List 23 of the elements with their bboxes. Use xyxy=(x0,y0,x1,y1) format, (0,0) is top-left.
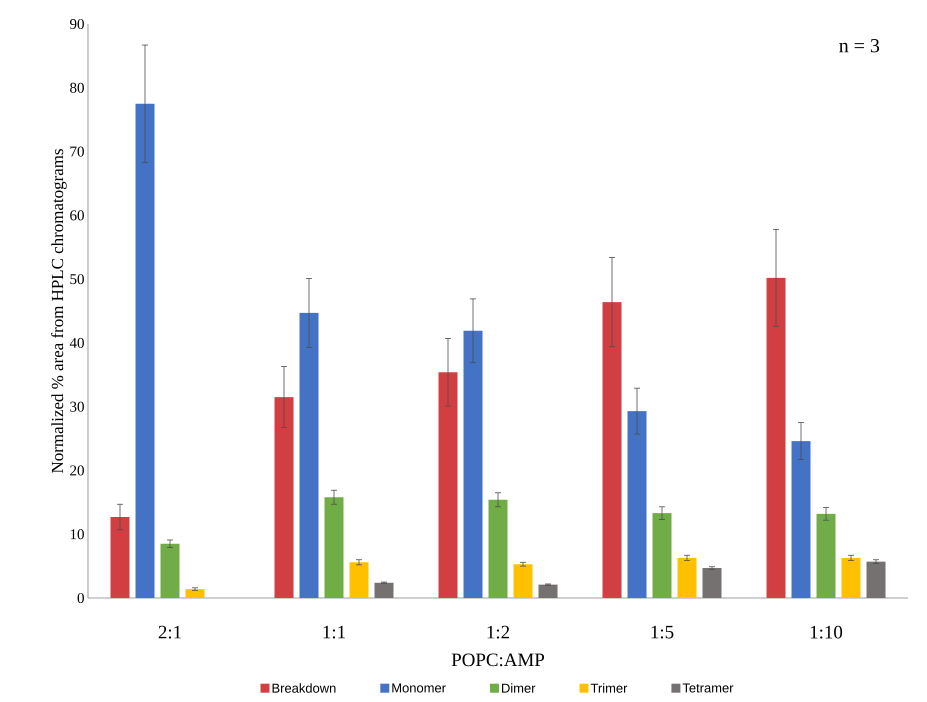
y-tick-label: 0 xyxy=(78,592,84,604)
y-tick-label: 10 xyxy=(70,529,84,540)
y-tick-label: 90 xyxy=(70,18,84,30)
x-tick-label: 1:5 xyxy=(652,626,674,639)
legend-label: Tetramer xyxy=(682,684,734,693)
legend-label: Trimer xyxy=(590,683,628,693)
y-tick-label: 70 xyxy=(70,146,84,157)
y-tick-label: 20 xyxy=(70,465,84,476)
y-tick-label: 60 xyxy=(70,210,84,220)
y-axis-title: Normalized % area from HPLC chromatograms xyxy=(51,149,67,474)
y-tick-label: 30 xyxy=(70,402,84,412)
y-tick-label: 50 xyxy=(70,274,84,284)
legend-label: Monomer xyxy=(392,684,446,693)
x-tick-label: 2:1 xyxy=(158,626,181,639)
x-tick-label: 1:10 xyxy=(810,626,842,639)
y-tick-label: 40 xyxy=(70,338,84,348)
annotation: n = 3 xyxy=(839,39,880,52)
x-tick-label: 1:1 xyxy=(324,626,345,639)
y-tick-label: 80 xyxy=(70,82,84,93)
legend-label: Breakdown xyxy=(272,683,336,693)
legend-label: Dimer xyxy=(502,683,536,693)
x-tick-label: 1:2 xyxy=(488,626,510,639)
x-axis-title: POPC:AMP xyxy=(452,653,544,666)
